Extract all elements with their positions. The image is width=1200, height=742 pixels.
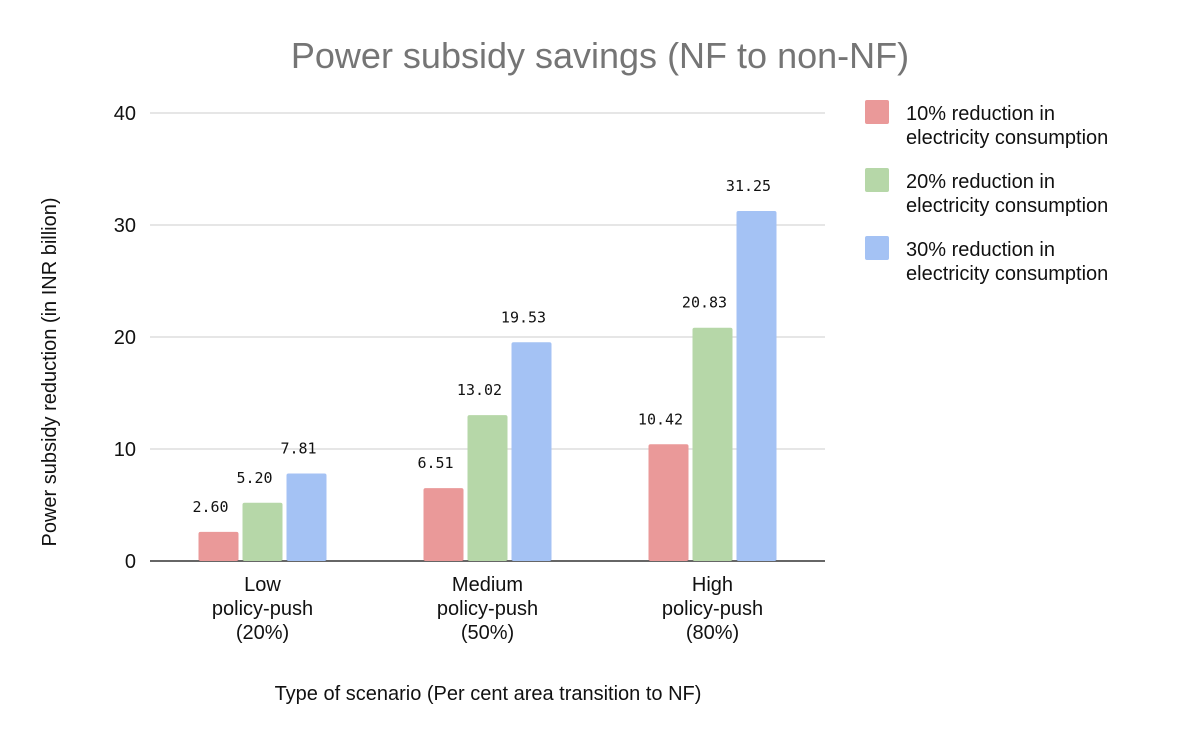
x-tick-label-line: policy-push <box>662 598 763 620</box>
data-label: 6.51 <box>417 454 453 472</box>
bar <box>242 502 283 561</box>
legend-swatch <box>865 100 889 124</box>
data-label: 5.20 <box>236 469 272 487</box>
x-tick-label: Low policy-push (20%) <box>212 574 313 644</box>
y-tick-label: 10 <box>114 439 136 461</box>
legend-label: 20% reduction in electricity consumption <box>906 171 1108 217</box>
bar <box>467 415 508 561</box>
bars <box>198 211 777 561</box>
bar <box>736 211 777 561</box>
x-tick-label-line: High <box>692 574 733 596</box>
x-tick-label-line: policy-push <box>437 598 538 620</box>
legend-label: 30% reduction in electricity consumption <box>906 239 1108 285</box>
x-tick-label-line: Medium <box>452 574 523 596</box>
legend: 10% reduction in electricity consumption2… <box>865 100 1108 285</box>
legend-label-line: electricity consumption <box>906 195 1108 217</box>
y-axis-label: Power subsidy reduction (in INR billion) <box>39 197 61 546</box>
x-tick-label: Medium policy-push (50%) <box>437 574 538 644</box>
x-tick-label-line: (20%) <box>236 622 289 644</box>
y-tick-label: 30 <box>114 215 136 237</box>
data-label: 19.53 <box>501 308 546 326</box>
legend-label-line: 20% reduction in <box>906 171 1055 193</box>
y-axis-ticks: 0 10 20 30 40 <box>114 103 136 573</box>
bar <box>648 444 689 561</box>
data-label: 2.60 <box>192 498 228 516</box>
x-axis-categories: Low policy-push (20%)Medium policy-push (50%… <box>212 574 763 644</box>
y-tick-label: 40 <box>114 103 136 125</box>
legend-label-line: 30% reduction in <box>906 239 1055 261</box>
bar <box>423 488 464 561</box>
x-tick-label-line: (80%) <box>686 622 739 644</box>
legend-label-line: electricity consumption <box>906 127 1108 149</box>
chart-title: Power subsidy savings (NF to non-NF) <box>291 35 909 76</box>
data-labels: 2.60 5.20 7.81 6.51 13.02 19.53 10.42 20.83 31.2… <box>192 177 771 516</box>
bar <box>198 531 239 561</box>
data-label: 20.83 <box>682 294 727 312</box>
y-tick-label: 20 <box>114 327 136 349</box>
x-axis-label: Type of scenario (Per cent area transiti… <box>275 683 702 705</box>
x-tick-label-line: policy-push <box>212 598 313 620</box>
legend-swatch <box>865 236 889 260</box>
bar <box>692 327 733 561</box>
bar <box>511 342 552 561</box>
y-tick-label: 0 <box>125 551 136 573</box>
x-tick-label-line: (50%) <box>461 622 514 644</box>
data-label: 13.02 <box>457 381 502 399</box>
legend-label-line: electricity consumption <box>906 263 1108 285</box>
legend-label: 10% reduction in electricity consumption <box>906 103 1108 149</box>
data-label: 31.25 <box>726 177 771 195</box>
x-tick-label-line: Low <box>244 574 281 596</box>
bar <box>286 473 327 561</box>
legend-label-line: 10% reduction in <box>906 103 1055 125</box>
x-tick-label: High policy-push (80%) <box>662 574 763 644</box>
data-label: 10.42 <box>638 410 683 428</box>
data-label: 7.81 <box>280 440 316 458</box>
legend-swatch <box>865 168 889 192</box>
